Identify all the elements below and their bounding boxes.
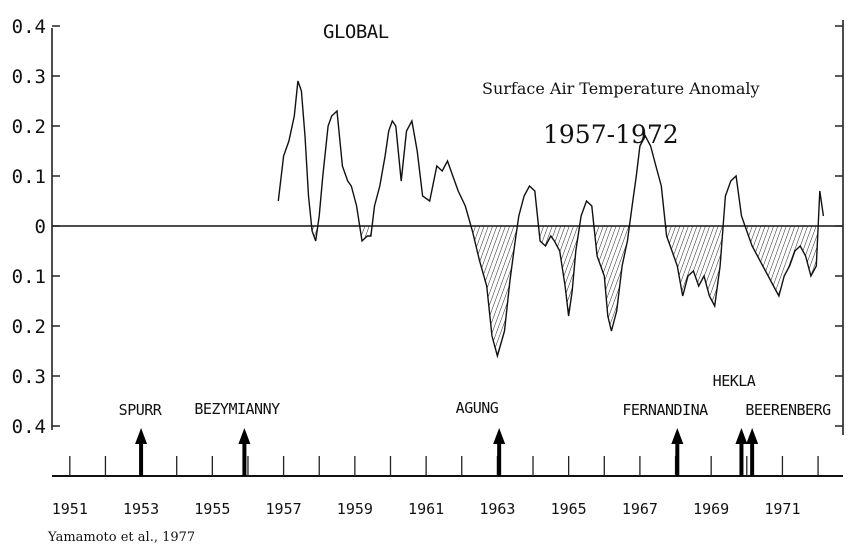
x-tick-label: 1967 xyxy=(622,500,658,518)
y-ticks: 0.4 0.3 0.2 0.1 0 - 0.1 - 0.2 - 0.3 - 0.4 xyxy=(0,16,843,438)
eruption-label: HEKLA xyxy=(713,372,756,390)
negative-area-segment xyxy=(665,226,724,306)
x-tick-label: 1965 xyxy=(551,500,587,518)
y-tick-label: 0.2 xyxy=(12,116,46,138)
x-tick-label: 1959 xyxy=(337,500,373,518)
annotation-title: Surface Air Temperature Anomaly xyxy=(482,79,760,98)
x-tick-label: 1963 xyxy=(479,500,515,518)
x-tick-label: 1951 xyxy=(52,500,88,518)
x-tick-label: 1969 xyxy=(693,500,729,518)
y-tick-label: 0.3 xyxy=(12,66,46,88)
eruption-label: AGUNG xyxy=(456,399,499,417)
eruption-arrow-head xyxy=(135,428,148,444)
eruption-arrow-head xyxy=(671,428,684,444)
eruption-arrow-head xyxy=(238,428,251,444)
negative-area-segment xyxy=(471,226,518,356)
y-tick-label: 0 xyxy=(35,216,46,238)
eruption-label: FERNANDINA xyxy=(622,401,708,419)
annotation-range: 1957-1972 xyxy=(543,120,679,149)
x-tick-label: 1955 xyxy=(194,500,230,518)
y-tick-label: - 0.3 xyxy=(0,366,46,388)
x-ticks: 1951 1953 1955 1957 1959 1961 1963 1965 1967 1969… xyxy=(52,456,819,518)
anomaly-series-line xyxy=(277,80,825,359)
negative-anomaly-area xyxy=(311,226,819,356)
negative-area-segment xyxy=(311,226,318,241)
y-tick-label: - 0.2 xyxy=(0,316,46,338)
y-tick-label: - 0.4 xyxy=(0,416,46,438)
x-tick-label: 1961 xyxy=(408,500,444,518)
chart-title: GLOBAL xyxy=(323,21,389,43)
eruption-label: BEERENBERG xyxy=(745,401,831,419)
eruption-arrow-head xyxy=(746,428,759,444)
eruption-markers: SPURR BEZYMIANNY AGUNG FERNANDINA HEKLA BEERE… xyxy=(119,372,832,476)
credit-text: Yamamoto et al., 1977 xyxy=(47,530,195,545)
eruption-label: BEZYMIANNY xyxy=(194,400,280,418)
y-tick-label: - 0.1 xyxy=(0,266,46,288)
negative-area-segment xyxy=(538,226,580,316)
x-tick-label: 1953 xyxy=(123,500,159,518)
negative-area-segment xyxy=(359,226,373,241)
y-tick-label: 0.1 xyxy=(12,166,46,188)
eruption-label: SPURR xyxy=(119,401,163,419)
x-tick-label: 1971 xyxy=(764,500,800,518)
x-tick-label: 1957 xyxy=(266,500,302,518)
eruption-arrow-head xyxy=(493,428,506,444)
negative-area-segment xyxy=(745,226,819,296)
negative-area-segment xyxy=(593,226,630,331)
y-tick-label: 0.4 xyxy=(12,16,46,38)
eruption-arrow-head xyxy=(735,428,748,444)
